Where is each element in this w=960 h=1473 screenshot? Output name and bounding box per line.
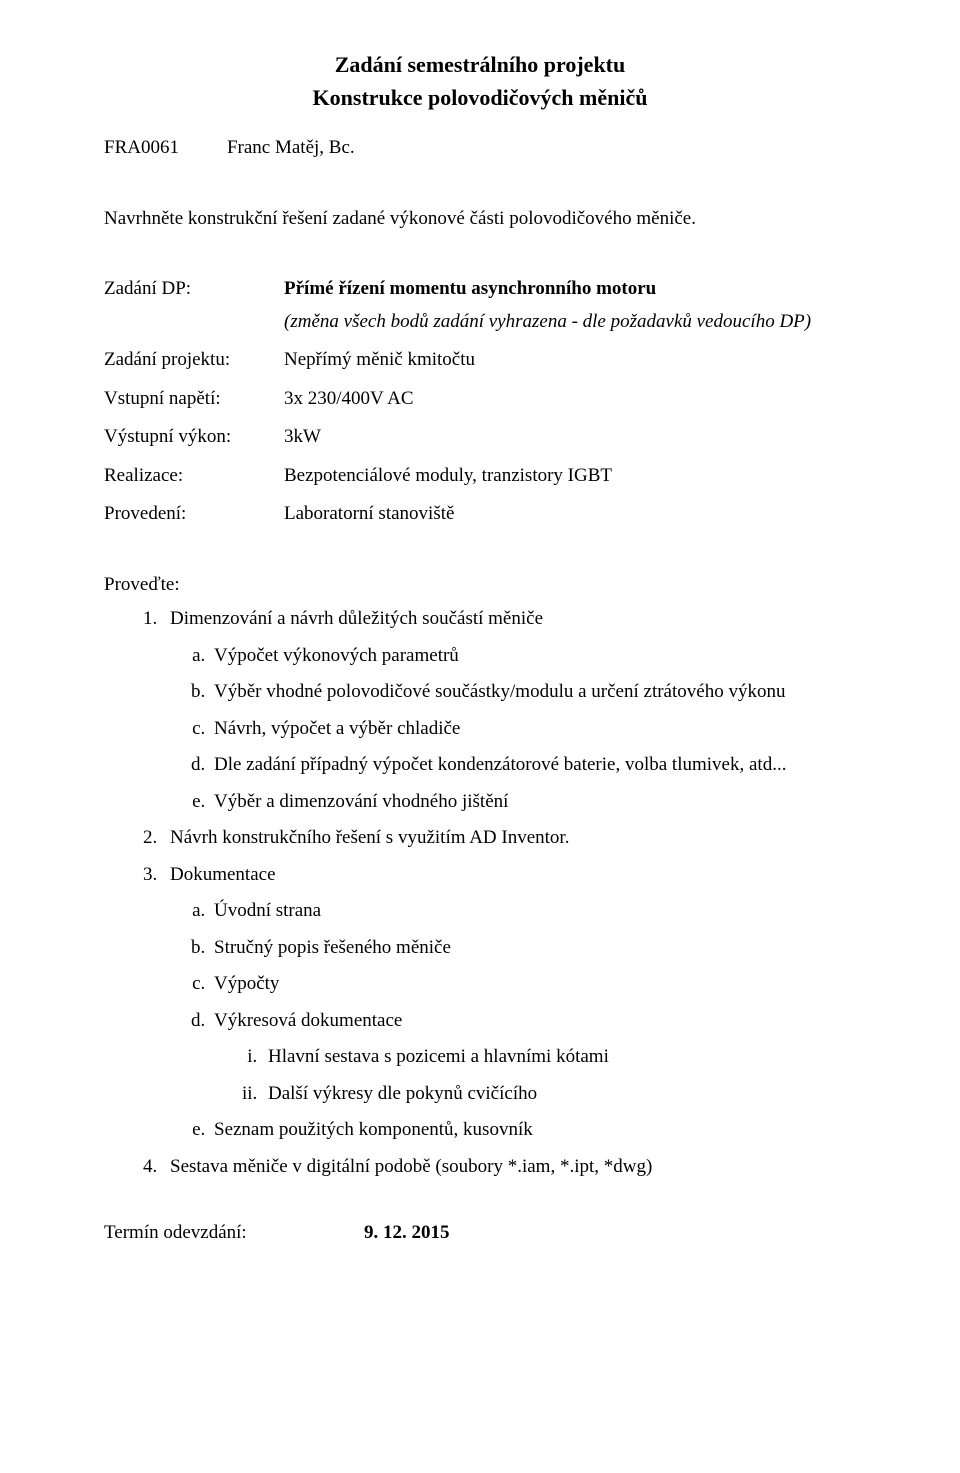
tasks-list-lvl1: Dimenzování a návrh důležitých součástí … (104, 605, 856, 1181)
title-line-1: Zadání semestrálního projektu (104, 48, 856, 81)
deadline-value: 9. 12. 2015 (364, 1219, 450, 1248)
task-text: Dokumentace (170, 864, 276, 885)
tasks-block: Dimenzování a návrh důležitých součástí … (104, 605, 856, 1181)
task-text: Sestava měniče v digitální podobě (soubo… (170, 1156, 652, 1177)
param-value: Přímé řízení momentu asynchronního motor… (284, 275, 856, 336)
task-item: Výběr a dimenzování vhodného jištění (210, 788, 856, 817)
tasks-list-lvl2: Úvodní strana Stručný popis řešeného měn… (170, 897, 856, 1145)
param-value: 3kW (284, 423, 856, 452)
params-block: Zadání DP: Přímé řízení momentu asynchro… (104, 275, 856, 529)
param-value-text: Přímé řízení momentu asynchronního motor… (284, 278, 656, 299)
title-block: Zadání semestrálního projektu Konstrukce… (104, 48, 856, 114)
param-label: Provedení: (104, 500, 284, 529)
param-label: Zadání projektu: (104, 346, 284, 375)
task-item: Výkresová dokumentace Hlavní sestava s p… (210, 1007, 856, 1109)
task-item: Stručný popis řešeného měniče (210, 934, 856, 963)
param-row-realizace: Realizace: Bezpotenciálové moduly, tranz… (104, 462, 856, 491)
param-row-projekt: Zadání projektu: Nepřímý měnič kmitočtu (104, 346, 856, 375)
student-row: FRA0061 Franc Matěj, Bc. (104, 134, 856, 163)
task-item: Dimenzování a návrh důležitých součástí … (162, 605, 856, 816)
param-label: Výstupní výkon: (104, 423, 284, 452)
title-line-2: Konstrukce polovodičových měničů (104, 81, 856, 114)
param-row-dp: Zadání DP: Přímé řízení momentu asynchro… (104, 275, 856, 336)
task-item: Seznam použitých komponentů, kusovník (210, 1116, 856, 1145)
student-name: Franc Matěj, Bc. (227, 134, 355, 163)
student-code: FRA0061 (104, 134, 179, 163)
task-text: Návrh konstrukčního řešení s využitím AD… (170, 827, 569, 848)
param-value: Bezpotenciálové moduly, tranzistory IGBT (284, 462, 856, 491)
task-item: Výpočty (210, 970, 856, 999)
deadline-row: Termín odevzdání: 9. 12. 2015 (104, 1219, 856, 1248)
task-item: Hlavní sestava s pozicemi a hlavními kót… (262, 1043, 856, 1072)
tasks-list-lvl2: Výpočet výkonových parametrů Výběr vhodn… (170, 642, 856, 817)
task-item: Návrh, výpočet a výběr chladiče (210, 715, 856, 744)
task-item: Výběr vhodné polovodičové součástky/modu… (210, 678, 856, 707)
tasks-list-lvl3: Hlavní sestava s pozicemi a hlavními kót… (214, 1043, 856, 1108)
task-item: Návrh konstrukčního řešení s využitím AD… (162, 824, 856, 853)
task-text: Dimenzování a návrh důležitých součástí … (170, 608, 543, 629)
task-item: Dle zadání případný výpočet kondenzátoro… (210, 751, 856, 780)
task-item: Sestava měniče v digitální podobě (soubo… (162, 1153, 856, 1182)
param-value: Nepřímý měnič kmitočtu (284, 346, 856, 375)
param-label: Zadání DP: (104, 275, 284, 304)
param-row-vykon: Výstupní výkon: 3kW (104, 423, 856, 452)
tasks-heading: Proveďte: (104, 571, 856, 600)
task-item: Dokumentace Úvodní strana Stručný popis … (162, 861, 856, 1145)
param-label: Vstupní napětí: (104, 385, 284, 414)
param-value: Laboratorní stanoviště (284, 500, 856, 529)
task-item: Výpočet výkonových parametrů (210, 642, 856, 671)
param-label: Realizace: (104, 462, 284, 491)
param-row-provedeni: Provedení: Laboratorní stanoviště (104, 500, 856, 529)
param-value-note: (změna všech bodů zadání vyhrazena - dle… (284, 308, 856, 337)
param-row-napeti: Vstupní napětí: 3x 230/400V AC (104, 385, 856, 414)
task-text: Výkresová dokumentace (214, 1010, 402, 1031)
task-item: Další výkresy dle pokynů cvičícího (262, 1080, 856, 1109)
task-item: Úvodní strana (210, 897, 856, 926)
intro-text: Navrhněte konstrukční řešení zadané výko… (104, 205, 856, 234)
deadline-label: Termín odevzdání: (104, 1219, 364, 1248)
param-value: 3x 230/400V AC (284, 385, 856, 414)
